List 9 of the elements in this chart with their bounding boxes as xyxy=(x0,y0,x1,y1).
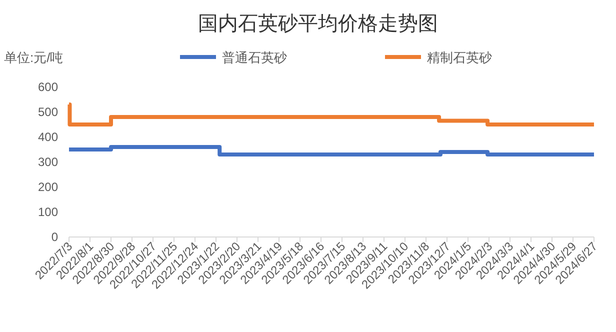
y-tick-label: 300 xyxy=(38,155,58,169)
y-tick-label: 600 xyxy=(38,80,58,94)
y-tick-label: 200 xyxy=(38,180,58,194)
y-tick-label: 500 xyxy=(38,105,58,119)
ylabel: 单位:元/吨 xyxy=(4,50,64,65)
y-tick-label: 400 xyxy=(38,130,58,144)
title: 国内石英砂平均价格走势图 xyxy=(198,13,438,35)
y-tick-label: 0 xyxy=(51,230,58,244)
y-tick-label: 100 xyxy=(38,205,58,219)
